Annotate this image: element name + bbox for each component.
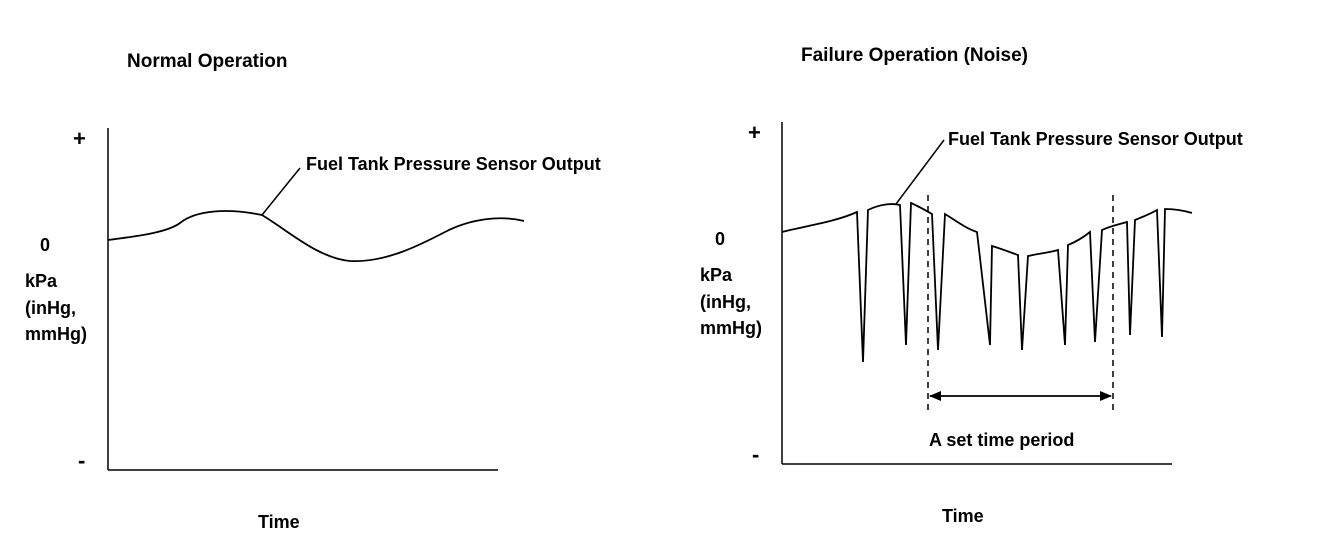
right-y-unit-line1: kPa (700, 265, 733, 285)
right-signal-noisy (781, 201, 1193, 363)
right-x-axis-label: Time (942, 506, 984, 526)
right-signal-leader (895, 139, 945, 205)
right-y-plus-label: + (748, 120, 761, 145)
left-x-axis-label: Time (258, 512, 300, 532)
right-y-minus-label: - (752, 442, 760, 467)
left-y-zero-label: 0 (40, 235, 51, 255)
right-y-unit-line2: (inHg, (700, 292, 751, 312)
left-panel-title: Normal Operation (127, 51, 288, 72)
right-y-zero-label: 0 (715, 229, 726, 249)
left-y-plus-label: + (73, 126, 86, 151)
left-signal-label: Fuel Tank Pressure Sensor Output (306, 154, 601, 174)
left-y-unit-line2: (inHg, (25, 298, 76, 318)
right-axes (781, 122, 1172, 465)
left-signal-leader (261, 167, 301, 216)
left-y-minus-label: - (78, 448, 86, 473)
left-y-unit-line1: kPa (25, 271, 58, 291)
left-axes (107, 128, 498, 471)
right-y-unit-line3: mmHg) (700, 318, 762, 338)
right-signal-label: Fuel Tank Pressure Sensor Output (948, 129, 1243, 149)
left-signal-curve (107, 210, 525, 262)
left-y-unit-line3: mmHg) (25, 324, 87, 344)
period-label: A set time period (929, 430, 1075, 450)
right-panel-title: Failure Operation (Noise) (801, 45, 1028, 66)
